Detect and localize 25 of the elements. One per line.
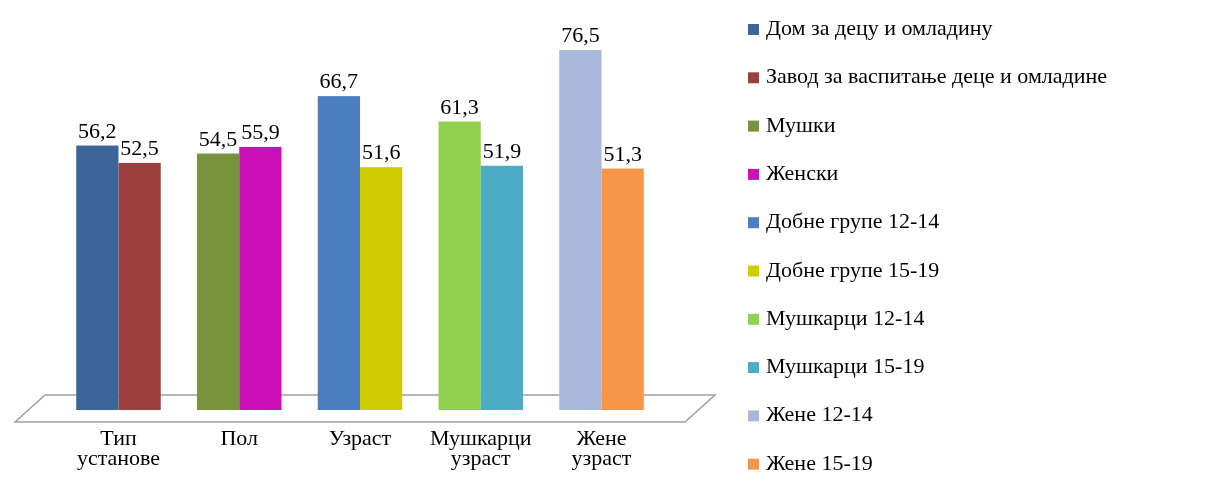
x-tick-label: Мушкарци узраст xyxy=(429,425,532,470)
data-label: 51,9 xyxy=(482,137,522,163)
data-label: 66,7 xyxy=(319,68,359,94)
x-tick-label: Жене узраст xyxy=(571,425,632,470)
legend-label: Завод за васпитање деце и омладине xyxy=(766,63,1108,89)
legend-label: Дом за децу и омладину xyxy=(766,15,993,40)
x-tick-label: Пол xyxy=(220,425,259,450)
legend-label: Мушкарци 12-14 xyxy=(766,304,925,330)
legend-label: Жене 15-19 xyxy=(766,449,873,475)
data-label: 61,3 xyxy=(440,93,479,119)
data-label: 51,3 xyxy=(603,140,642,166)
legend-label: Мушкарци 15-19 xyxy=(766,353,925,379)
legend-label: Женски xyxy=(766,159,839,185)
legend-label: Добне групе 15-19 xyxy=(766,256,940,282)
data-label: 56,2 xyxy=(78,117,117,143)
x-tick-label: Тип установе xyxy=(76,425,161,470)
data-label: 54,5 xyxy=(198,125,238,151)
legend-label: Жене 12-14 xyxy=(766,401,873,427)
legend-label: Добне групе 12-14 xyxy=(766,208,940,234)
data-label: 51,6 xyxy=(361,139,401,165)
data-label: 76,5 xyxy=(561,22,600,47)
x-tick-label: Узраст xyxy=(328,425,392,450)
data-label: 55,9 xyxy=(241,118,280,144)
legend-label: Мушки xyxy=(766,111,836,137)
data-label: 52,5 xyxy=(120,134,159,160)
